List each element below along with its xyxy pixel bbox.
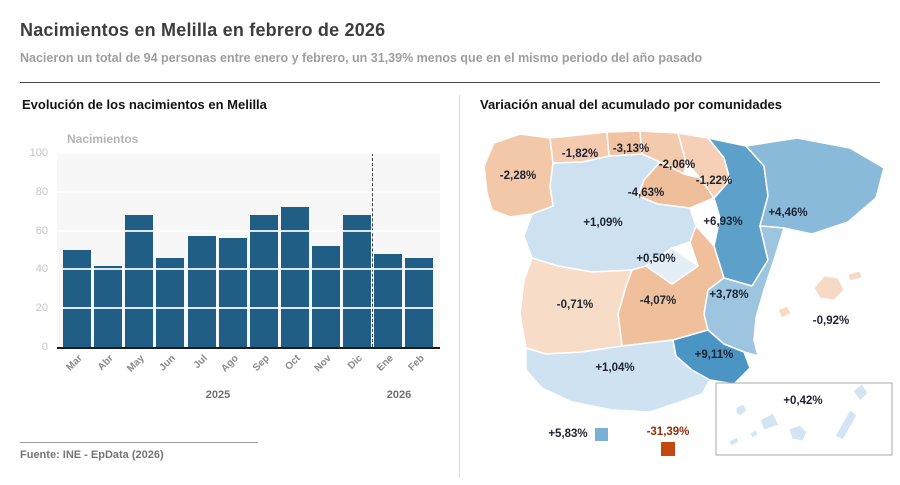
bar-dic[interactable] — [342, 215, 371, 347]
melilla-marker-square[interactable] — [661, 442, 675, 456]
y-tick-0: 0 — [41, 341, 48, 353]
map-label-cantabria: -3,13% — [612, 143, 650, 155]
map-label-melilla: -31,39% — [646, 426, 690, 438]
map-label-valenciana: +3,78% — [709, 289, 749, 301]
map-label-castilla-la-mancha: -4,07% — [639, 295, 677, 307]
y-tick-40: 40 — [35, 263, 48, 276]
spain-choropleth-map: -2,28% -1,82% -3,13% -2,06% -1,22% -4,63% +1,0… — [462, 118, 900, 463]
bar-feb[interactable] — [404, 257, 433, 347]
gridline-80 — [57, 190, 440, 193]
map-label-cataluna: +4,46% — [768, 207, 808, 219]
x-axis-line — [57, 347, 440, 349]
region-asturias[interactable] — [549, 131, 610, 164]
map-label-asturias: -1,82% — [561, 148, 599, 160]
bar-jun[interactable] — [156, 257, 185, 347]
map-label-pais-vasco: -2,06% — [658, 159, 696, 171]
map-label-canarias: +0,42% — [783, 395, 823, 407]
region-andalucia[interactable] — [525, 339, 711, 413]
source-note: Fuente: INE - EpData (2026) — [20, 449, 164, 461]
panel-divider — [459, 95, 460, 478]
region-canarias-islands[interactable] — [728, 383, 869, 447]
bar-oct[interactable] — [280, 207, 309, 347]
y-tick-100: 100 — [29, 147, 48, 159]
map-label-andalucia: +1,04% — [595, 362, 635, 374]
bar-abr[interactable] — [94, 265, 123, 347]
region-cataluna[interactable] — [745, 137, 885, 235]
year-label-2026: 2026 — [386, 389, 412, 401]
y-axis-title: Nacimientos — [67, 132, 139, 146]
page-subtitle: Nacieron un total de 94 personas entre e… — [20, 51, 703, 65]
map-label-galicia: -2,28% — [499, 170, 537, 182]
bar-jul[interactable] — [187, 236, 216, 347]
map-label-murcia: +9,11% — [694, 349, 734, 361]
year-divider-dashed-line — [372, 153, 373, 347]
region-madrid[interactable] — [645, 247, 699, 285]
bar-mar[interactable] — [63, 250, 92, 347]
ceuta-marker-square[interactable] — [595, 428, 608, 441]
region-baleares-islands[interactable] — [777, 270, 863, 319]
y-tick-60: 60 — [35, 224, 48, 237]
map-label-madrid: +0,50% — [636, 253, 676, 265]
map-label-aragon: +6,93% — [703, 216, 743, 228]
gridline-40 — [57, 268, 440, 271]
map-label-la-rioja: -4,63% — [627, 187, 665, 199]
canary-islands-inset-box — [715, 382, 893, 456]
header-divider — [20, 82, 880, 83]
map-title: Variación anual del acumulado por comuni… — [480, 97, 782, 112]
region-murcia[interactable] — [672, 329, 751, 385]
y-tick-20: 20 — [35, 302, 48, 315]
gridline-60 — [57, 229, 440, 232]
bar-ago[interactable] — [218, 238, 247, 347]
bar-nov[interactable] — [311, 246, 340, 347]
map-svg — [483, 130, 893, 456]
gridline-20 — [57, 307, 440, 310]
map-label-navarra: -1,22% — [695, 175, 733, 187]
region-galicia[interactable] — [483, 133, 554, 218]
map-label-extremadura: -0,71% — [556, 299, 594, 311]
footer-divider — [20, 442, 258, 443]
map-label-ceuta: +5,83% — [548, 428, 588, 440]
region-navarra[interactable] — [677, 132, 731, 199]
map-label-castilla-y-leon: +1,09% — [583, 217, 623, 229]
bar-chart-title: Evolución de los nacimientos en Melilla — [22, 97, 267, 112]
plot-area — [57, 152, 440, 347]
bar-sep[interactable] — [249, 215, 278, 347]
region-la-rioja[interactable] — [637, 161, 715, 209]
gridline-100 — [57, 152, 440, 154]
year-label-2025: 2025 — [205, 389, 231, 401]
map-label-baleares: -0,92% — [812, 315, 850, 327]
bar-may[interactable] — [125, 215, 154, 347]
y-tick-80: 80 — [35, 185, 48, 198]
page-title: Nacimientos en Melilla en febrero de 202… — [20, 20, 386, 40]
